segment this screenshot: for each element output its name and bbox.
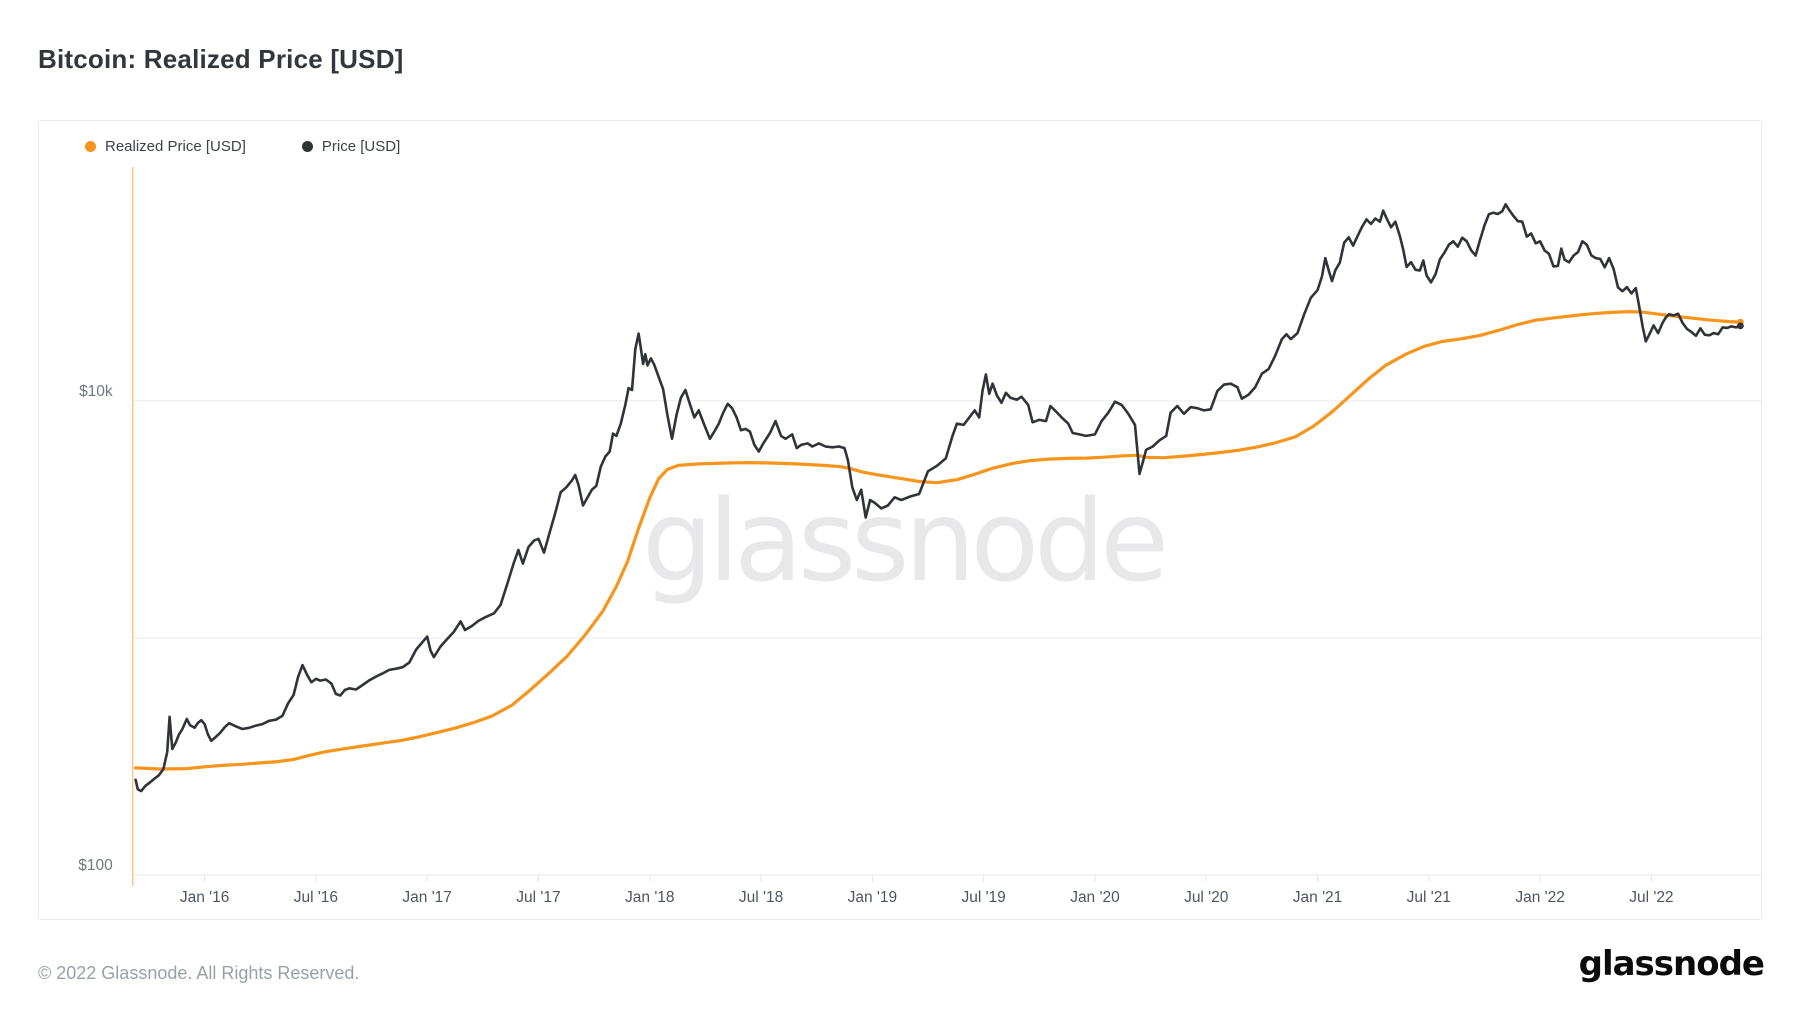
legend-label-realized-price: Realized Price [USD]	[105, 138, 246, 155]
x-tick-label: Jan '21	[1293, 889, 1343, 906]
copyright: © 2022 Glassnode. All Rights Reserved.	[38, 963, 360, 983]
realized-price-line	[134, 310, 1742, 771]
x-tick-label: Jan '22	[1515, 889, 1565, 906]
y-tick-label: $10k	[79, 383, 113, 400]
x-tick-label: Jan '18	[625, 889, 675, 906]
x-tick-label: Jul '22	[1629, 889, 1673, 906]
legend-label-price: Price [USD]	[321, 138, 401, 155]
glassnode-logo: glassnode	[1578, 944, 1765, 984]
chart-canvas[interactable]: Jan '16 Jul '16 Jan '17 Jul '17 Jan '18 Jul '…	[39, 121, 1761, 919]
legend-dot-price-icon	[301, 141, 313, 152]
page-title: Bitcoin: Realized Price [USD]	[38, 44, 404, 74]
y-tick-label: $100	[78, 857, 113, 874]
x-tick-label: Jul '17	[516, 889, 560, 906]
legend: Realized Price [USD] Price [USD]	[85, 138, 400, 155]
x-tick-label: Jan '19	[848, 889, 898, 906]
legend-item-price[interactable]: Price [USD]	[301, 138, 401, 155]
x-tick-label: Jan '16	[180, 889, 230, 906]
x-tick-label: Jul '19	[961, 889, 1005, 906]
x-tick-label: Jul '16	[294, 889, 338, 906]
price-endpoint	[1737, 322, 1744, 330]
legend-dot-realized-icon	[85, 141, 96, 152]
chart-card: Realized Price [USD] Price [USD] glassno…	[38, 120, 1762, 920]
x-tick-label: Jul '18	[739, 889, 783, 906]
x-tick-label: Jul '20	[1184, 889, 1229, 906]
x-tick-label: Jan '20	[1070, 889, 1120, 906]
x-tick-label: Jul '21	[1407, 889, 1451, 906]
legend-item-realized-price[interactable]: Realized Price [USD]	[85, 138, 246, 155]
x-tick-label: Jan '17	[402, 889, 452, 906]
price-line	[134, 203, 1742, 793]
